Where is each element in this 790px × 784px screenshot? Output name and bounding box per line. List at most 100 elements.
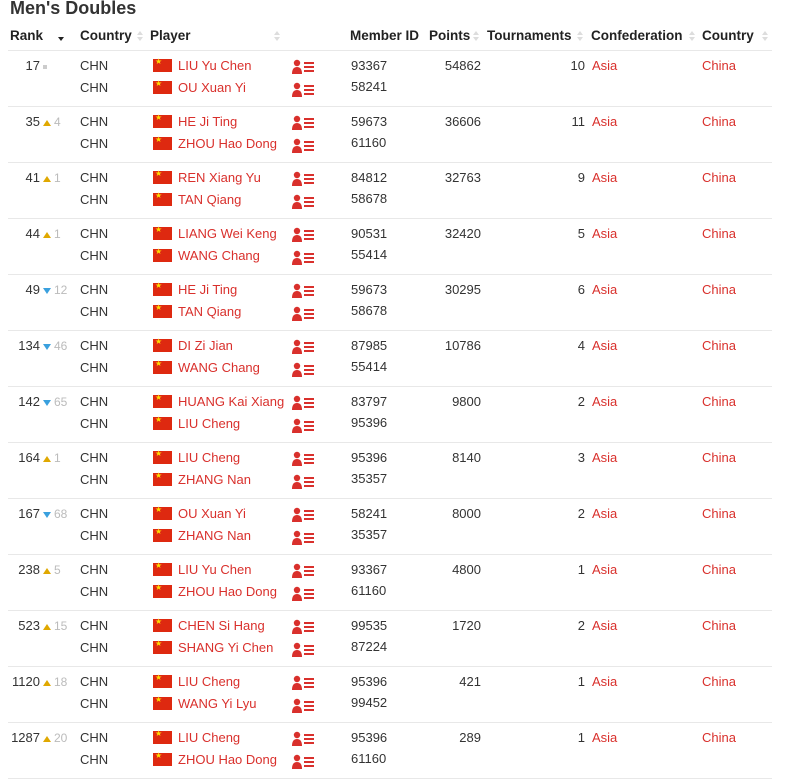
header-country[interactable]: Country xyxy=(80,28,132,43)
confederation-link[interactable]: Asia xyxy=(592,450,618,465)
sort-desc-icon[interactable] xyxy=(58,31,65,41)
member-id-1: 95396 xyxy=(351,450,388,465)
country-link[interactable]: China xyxy=(702,58,736,73)
header-points[interactable]: Points xyxy=(429,28,471,43)
player-profile-icon[interactable] xyxy=(292,59,316,75)
player-profile-icon[interactable] xyxy=(292,474,316,490)
player1-link[interactable]: LIU Yu Chen xyxy=(178,562,252,577)
confederation-link[interactable]: Asia xyxy=(592,58,618,73)
player2-link[interactable]: LIU Cheng xyxy=(178,416,241,431)
header-member-id[interactable]: Member ID xyxy=(350,28,420,43)
player2-link[interactable]: SHANG Yi Chen xyxy=(178,640,274,655)
player2-link[interactable]: TAN Qiang xyxy=(178,304,242,319)
player-profile-icon[interactable] xyxy=(292,754,316,770)
member-id-2: 58678 xyxy=(351,303,388,318)
confederation-link[interactable]: Asia xyxy=(592,170,618,185)
player1-link[interactable]: LIU Cheng xyxy=(178,730,241,745)
player1-link[interactable]: REN Xiang Yu xyxy=(178,170,261,185)
confederation-link[interactable]: Asia xyxy=(592,338,618,353)
player-profile-icon[interactable] xyxy=(292,507,316,523)
confederation-link[interactable]: Asia xyxy=(592,394,618,409)
confederation-link[interactable]: Asia xyxy=(592,226,618,241)
player-profile-icon[interactable] xyxy=(292,451,316,467)
player1-link[interactable]: HE Ji Ting xyxy=(178,282,238,297)
player2-link[interactable]: ZHANG Nan xyxy=(178,528,251,543)
player-profile-icon[interactable] xyxy=(292,675,316,691)
player1-link[interactable]: LIU Cheng xyxy=(178,450,241,465)
player2-link[interactable]: WANG Chang xyxy=(178,248,260,263)
player2-link[interactable]: WANG Chang xyxy=(178,360,260,375)
player1-link[interactable]: LIU Yu Chen xyxy=(178,58,252,73)
header-country-name[interactable]: Country xyxy=(702,28,754,43)
player-profile-icon[interactable] xyxy=(292,395,316,411)
player-profile-icon[interactable] xyxy=(292,82,316,98)
member-id-2: 95396 xyxy=(351,415,388,430)
country-link[interactable]: China xyxy=(702,282,736,297)
player2-link[interactable]: ZHANG Nan xyxy=(178,472,251,487)
player2-link[interactable]: OU Xuan Yi xyxy=(178,80,246,95)
player-profile-icon[interactable] xyxy=(292,138,316,154)
header-rank[interactable]: Rank xyxy=(10,28,44,43)
country-link[interactable]: China xyxy=(702,338,736,353)
china-flag-icon xyxy=(153,505,172,520)
player-profile-icon[interactable] xyxy=(292,530,316,546)
country-link[interactable]: China xyxy=(702,450,736,465)
rank: 35 xyxy=(25,114,40,129)
player-profile-icon[interactable] xyxy=(292,339,316,355)
player-profile-icon[interactable] xyxy=(292,115,316,131)
player-profile-icon[interactable] xyxy=(292,362,316,378)
player2-link[interactable]: ZHOU Hao Dong xyxy=(178,752,277,767)
country-link[interactable]: China xyxy=(702,114,736,129)
country-link[interactable]: China xyxy=(702,562,736,577)
player2-link[interactable]: ZHOU Hao Dong xyxy=(178,584,277,599)
player1-link[interactable]: HE Ji Ting xyxy=(178,114,238,129)
player-profile-icon[interactable] xyxy=(292,194,316,210)
country-link[interactable]: China xyxy=(702,730,736,745)
player-profile-icon[interactable] xyxy=(292,250,316,266)
sort-icon[interactable] xyxy=(137,31,144,41)
confederation-link[interactable]: Asia xyxy=(592,674,618,689)
player-profile-icon[interactable] xyxy=(292,698,316,714)
confederation-link[interactable]: Asia xyxy=(592,562,618,577)
player-profile-icon[interactable] xyxy=(292,563,316,579)
sort-icon[interactable] xyxy=(689,31,696,41)
player2-link[interactable]: TAN Qiang xyxy=(178,192,242,207)
confederation-link[interactable]: Asia xyxy=(592,114,618,129)
player1-link[interactable]: HUANG Kai Xiang xyxy=(178,394,285,409)
sort-icon[interactable] xyxy=(274,31,281,41)
player-profile-icon[interactable] xyxy=(292,586,316,602)
confederation-link[interactable]: Asia xyxy=(592,506,618,521)
player-profile-icon[interactable] xyxy=(292,306,316,322)
country-link[interactable]: China xyxy=(702,618,736,633)
country-link[interactable]: China xyxy=(702,506,736,521)
header-player[interactable]: Player xyxy=(150,28,191,43)
country-link[interactable]: China xyxy=(702,226,736,241)
player2-link[interactable]: WANG Yi Lyu xyxy=(178,696,257,711)
player1-link[interactable]: LIANG Wei Keng xyxy=(178,226,277,241)
sort-icon[interactable] xyxy=(762,31,769,41)
country-link[interactable]: China xyxy=(702,170,736,185)
player2-country: CHN xyxy=(80,696,109,711)
player-profile-icon[interactable] xyxy=(292,642,316,658)
player2-link[interactable]: ZHOU Hao Dong xyxy=(178,136,277,151)
player-profile-icon[interactable] xyxy=(292,227,316,243)
player-profile-icon[interactable] xyxy=(292,619,316,635)
player1-link[interactable]: DI Zi Jian xyxy=(178,338,233,353)
rank-change-value: 18 xyxy=(54,675,68,689)
player1-link[interactable]: CHEN Si Hang xyxy=(178,618,265,633)
confederation-link[interactable]: Asia xyxy=(592,282,618,297)
header-tournaments[interactable]: Tournaments xyxy=(487,28,572,43)
confederation-link[interactable]: Asia xyxy=(592,730,618,745)
header-confederation[interactable]: Confederation xyxy=(591,28,683,43)
player-profile-icon[interactable] xyxy=(292,171,316,187)
sort-icon[interactable] xyxy=(577,31,584,41)
player1-link[interactable]: OU Xuan Yi xyxy=(178,506,246,521)
country-link[interactable]: China xyxy=(702,674,736,689)
player1-link[interactable]: LIU Cheng xyxy=(178,674,241,689)
player-profile-icon[interactable] xyxy=(292,283,316,299)
confederation-link[interactable]: Asia xyxy=(592,618,618,633)
player-profile-icon[interactable] xyxy=(292,418,316,434)
country-link[interactable]: China xyxy=(702,394,736,409)
player-profile-icon[interactable] xyxy=(292,731,316,747)
sort-icon[interactable] xyxy=(473,31,480,41)
